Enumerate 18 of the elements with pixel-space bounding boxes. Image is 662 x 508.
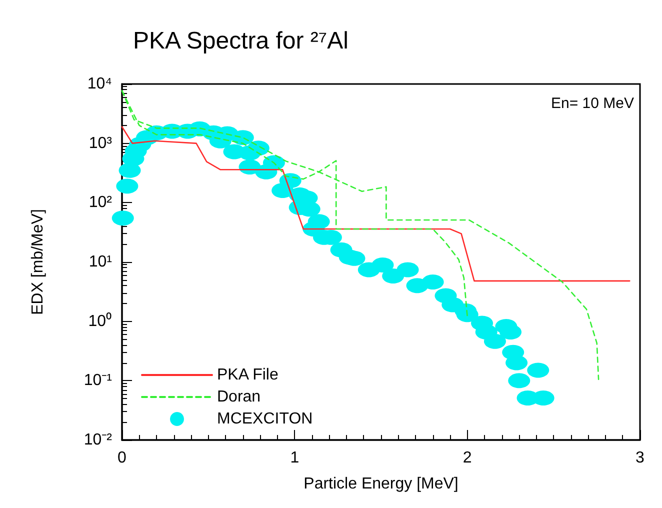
x-tick-label: 0	[118, 450, 127, 466]
legend-label: PKA File	[217, 366, 278, 384]
y-tick-label: 10⁴	[87, 76, 112, 92]
legend-label: Doran	[217, 388, 261, 406]
x-tick-label: 2	[462, 450, 472, 466]
annotation: En= 10 MeV	[551, 95, 634, 112]
x-tick-label: 1	[290, 450, 300, 466]
y-tick-label: 10²	[88, 194, 113, 212]
y-tick-label: 10¹	[88, 254, 112, 270]
chart-title: PKA Spectra for ²⁷Al	[133, 28, 348, 54]
x-axis-title: Particle Energy [MeV]	[304, 476, 458, 492]
legend-label: MCEXCITON	[217, 410, 313, 428]
y-tick-label: 10⁻¹	[84, 372, 112, 390]
y-axis-title: EDX [mb/MeV]	[30, 209, 46, 315]
x-tick-label: 3	[636, 450, 645, 466]
y-tick-label: 10⁻²	[84, 432, 113, 448]
y-tick-label: 10³	[88, 134, 113, 152]
y-tick-label: 10⁰	[88, 312, 112, 330]
